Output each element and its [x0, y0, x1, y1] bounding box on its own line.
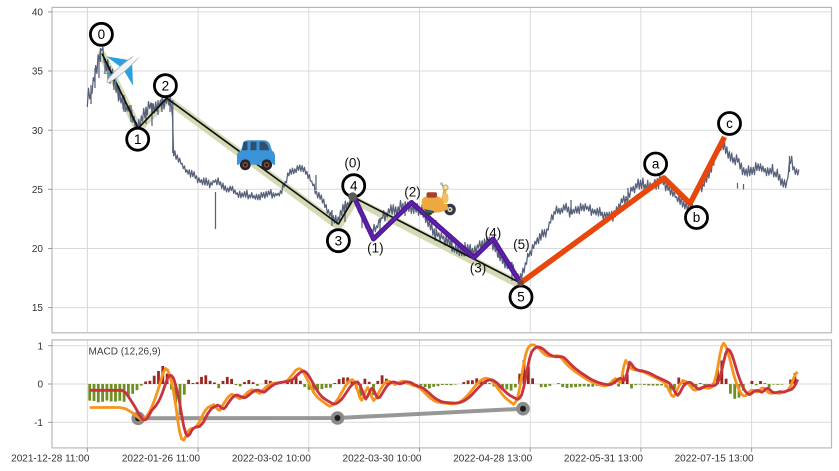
svg-text:b: b	[693, 210, 701, 225]
svg-text:a: a	[652, 157, 660, 172]
svg-text:0: 0	[37, 380, 43, 391]
svg-text:2022-01-26 11:00: 2022-01-26 11:00	[122, 454, 201, 465]
svg-text:5: 5	[517, 290, 525, 305]
svg-text:2022-07-15 13:00: 2022-07-15 13:00	[675, 454, 754, 465]
svg-text:15: 15	[32, 303, 44, 314]
svg-text:0: 0	[98, 27, 106, 42]
svg-text:2: 2	[162, 78, 170, 93]
svg-text:1: 1	[37, 341, 43, 352]
svg-text:(0): (0)	[344, 155, 361, 170]
svg-text:20: 20	[32, 244, 44, 255]
svg-text:(5): (5)	[513, 237, 530, 252]
svg-text:2022-03-02 10:00: 2022-03-02 10:00	[232, 454, 311, 465]
svg-text:40: 40	[32, 8, 44, 19]
svg-text:2022-03-30 10:00: 2022-03-30 10:00	[343, 454, 422, 465]
svg-text:(2): (2)	[404, 184, 421, 199]
svg-text:4: 4	[350, 178, 358, 193]
svg-text:2022-05-31 13:00: 2022-05-31 13:00	[564, 454, 643, 465]
svg-text:2022-04-28 13:00: 2022-04-28 13:00	[453, 454, 532, 465]
svg-text:2021-12-28 11:00: 2021-12-28 11:00	[11, 454, 90, 465]
svg-text:(1): (1)	[367, 240, 384, 255]
svg-text:25: 25	[32, 185, 44, 196]
svg-text:c: c	[726, 116, 733, 131]
svg-text:MACD (12,26,9): MACD (12,26,9)	[89, 347, 161, 358]
svg-text:35: 35	[32, 67, 44, 78]
svg-text:-1: -1	[34, 418, 43, 429]
svg-text:1: 1	[134, 132, 142, 147]
svg-text:(3): (3)	[470, 260, 487, 275]
svg-text:3: 3	[335, 233, 343, 248]
svg-text:30: 30	[32, 126, 44, 137]
svg-text:(4): (4)	[485, 225, 502, 240]
